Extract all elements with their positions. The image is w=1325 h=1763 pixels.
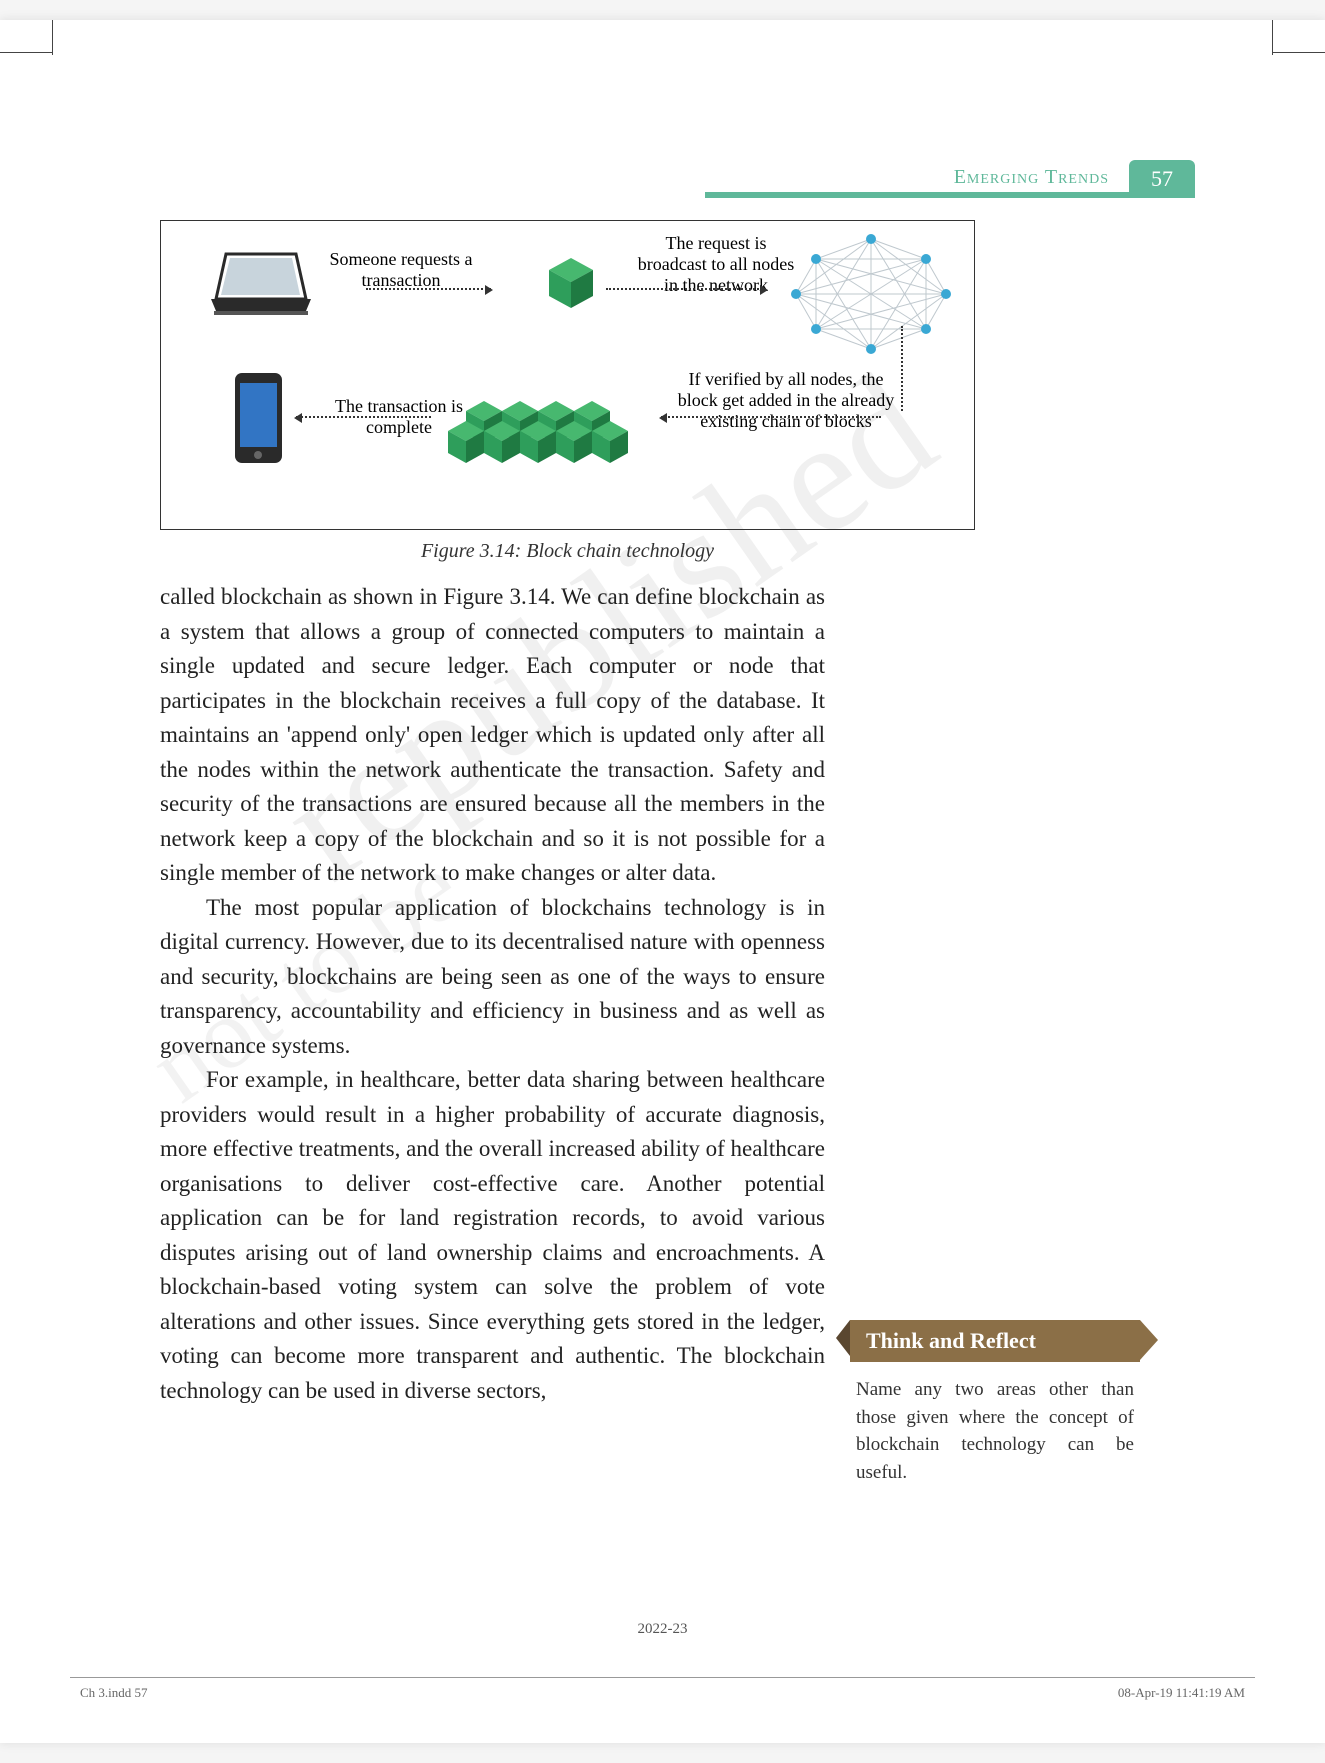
think-reflect-sidebar: Think and Reflect Name any two areas oth… xyxy=(850,1320,1140,1486)
footer-right: 08-Apr-19 11:41:19 AM xyxy=(1118,1685,1245,1701)
arrow-icon xyxy=(901,326,903,411)
crop-mark xyxy=(0,52,52,53)
footer-left: Ch 3.indd 57 xyxy=(80,1685,148,1701)
crop-mark xyxy=(52,20,53,55)
arrow-icon xyxy=(661,416,881,418)
page: Emerging Trends 57 republished not to be xyxy=(0,20,1325,1743)
header-accent-strip xyxy=(705,192,1195,198)
arrow-icon xyxy=(296,416,431,418)
paragraph: The most popular application of blockcha… xyxy=(160,891,825,1064)
sidebar-title: Think and Reflect xyxy=(850,1320,1140,1362)
blockchain-figure: Someone requests a transaction The reque… xyxy=(160,220,975,530)
phone-icon xyxy=(231,371,286,471)
crop-mark xyxy=(1272,20,1273,55)
cube-icon xyxy=(546,256,596,316)
paragraph: called blockchain as shown in Figure 3.1… xyxy=(160,580,825,891)
paragraph: For example, in healthcare, better data … xyxy=(160,1063,825,1408)
footer-year: 2022-23 xyxy=(0,1621,1325,1638)
arrow-icon xyxy=(366,288,491,290)
body-text: called blockchain as shown in Figure 3.1… xyxy=(160,580,825,1408)
figure-label-verified: If verified by all nodes, the block get … xyxy=(671,369,901,432)
laptop-icon xyxy=(206,249,316,329)
crop-mark xyxy=(1273,52,1325,53)
footer-rule xyxy=(70,1677,1255,1678)
figure-label-request: Someone requests a transaction xyxy=(311,249,491,291)
arrow-icon xyxy=(606,288,766,290)
sidebar-body: Name any two areas other than those give… xyxy=(850,1362,1140,1486)
figure-caption: Figure 3.14: Block chain technology xyxy=(160,540,975,563)
network-icon xyxy=(786,229,956,364)
figure-label-broadcast: The request is broadcast to all nodes in… xyxy=(631,233,801,296)
